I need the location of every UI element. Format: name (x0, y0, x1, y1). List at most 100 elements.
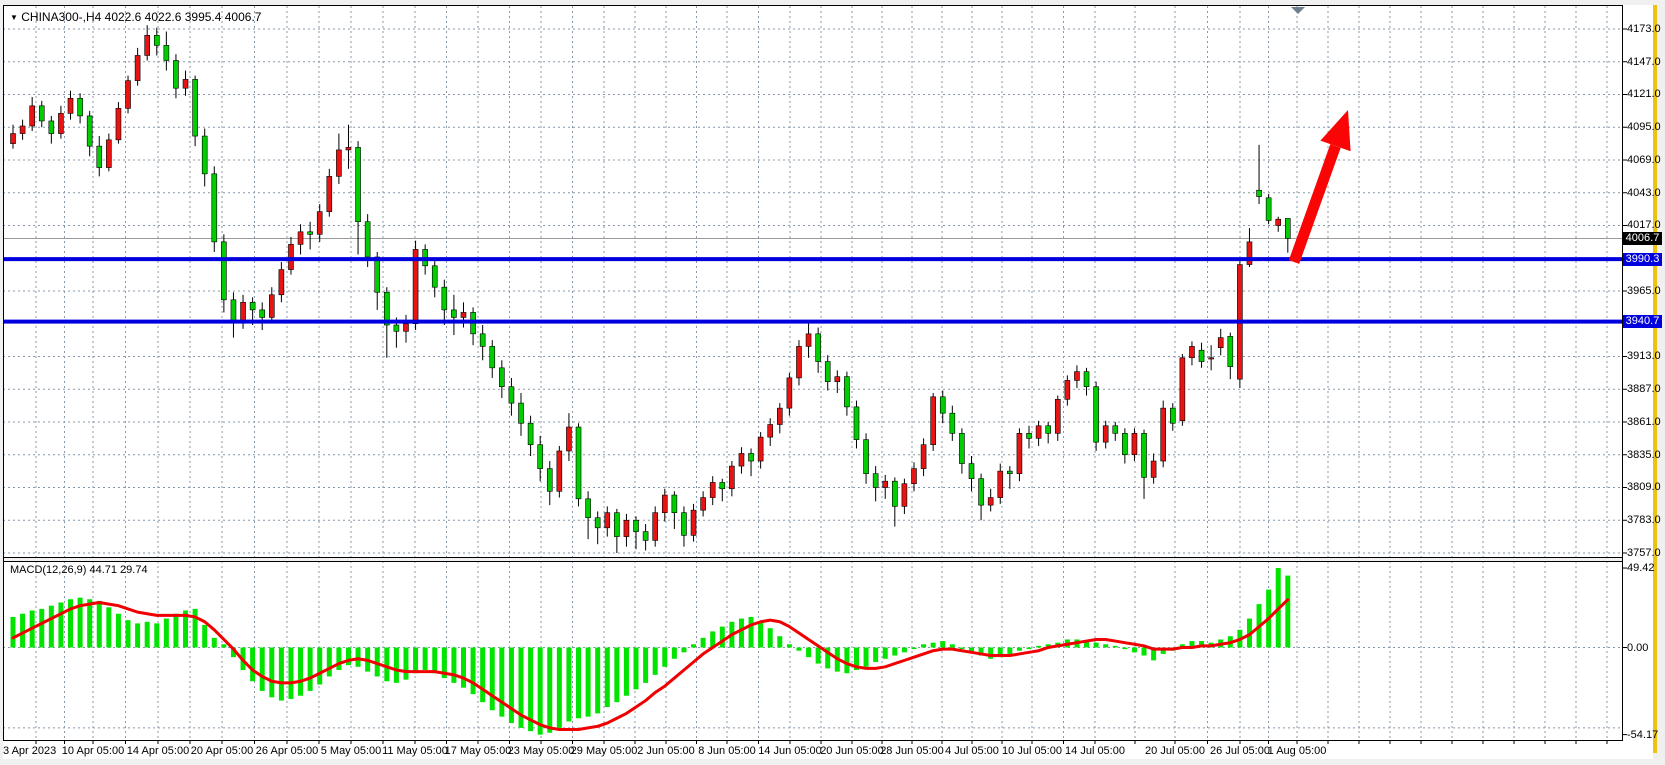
candle-body (58, 113, 64, 134)
candle-body (844, 376, 850, 408)
candle-body (1064, 380, 1071, 400)
candle-body (757, 436, 764, 462)
candle-body (1131, 433, 1138, 456)
macd-histogram-bar (10, 616, 16, 648)
macd-histogram-bar (691, 644, 697, 648)
trend-arrow-head[interactable] (1320, 110, 1351, 152)
macd-histogram-bar (298, 647, 304, 696)
candle-body (1189, 346, 1195, 359)
macd-histogram-bar (969, 647, 974, 653)
macd-histogram-bar (489, 647, 495, 711)
macd-histogram-bar (1103, 644, 1109, 648)
candle-body (556, 450, 563, 492)
symbol-dropdown-icon[interactable]: ▼ (10, 13, 18, 22)
candle-body (930, 396, 936, 445)
macd-histogram-bar (499, 647, 505, 717)
pane-splitter[interactable] (3, 557, 1622, 562)
chart-shift-marker-icon[interactable] (1291, 7, 1305, 14)
macd-histogram-bar (345, 647, 351, 666)
macd-histogram-bar (652, 647, 658, 675)
candle-body (882, 480, 889, 488)
candle-body (374, 256, 381, 293)
candle-body (853, 406, 860, 440)
candle-body (297, 231, 304, 245)
price-axis-label: 4043.0 (1627, 186, 1661, 199)
candle-body (240, 302, 246, 323)
macd-histogram-bar (719, 626, 725, 648)
macd-histogram-bar (556, 647, 562, 728)
horizontal-line[interactable] (3, 319, 1622, 324)
candle-body (863, 439, 869, 474)
candle-body (86, 115, 93, 147)
macd-histogram-bar (959, 647, 965, 650)
trend-arrow-shaft[interactable] (1288, 144, 1341, 264)
candle-body (29, 105, 35, 127)
macd-histogram-bar (144, 621, 150, 648)
candle-body (393, 324, 400, 332)
candle-body (1169, 407, 1176, 424)
macd-histogram-bar (384, 647, 390, 682)
candle-body (920, 444, 927, 469)
macd-histogram-bar (1199, 641, 1205, 648)
candle-body (182, 79, 189, 89)
time-axis-label: 26 Jul 05:00 (1210, 745, 1270, 757)
macd-histogram-bar (585, 647, 591, 717)
macd-histogram-bar (1112, 645, 1118, 648)
time-axis-label: 28 Jun 05:00 (880, 745, 944, 757)
macd-histogram-bar (988, 647, 994, 659)
time-axis-label: 1 Aug 05:00 (1267, 745, 1327, 757)
time-axis-label: 8 Jun 05:00 (698, 745, 756, 757)
candle-body (566, 426, 572, 452)
macd-histogram-bar (1026, 647, 1032, 650)
macd-histogram-bar (815, 647, 821, 664)
macd-histogram-bar (940, 641, 946, 648)
macd-scale-min: -54.17 (1627, 728, 1659, 741)
price-axis-label: 4069.0 (1627, 153, 1661, 166)
time-axis-label: 20 Jun 05:00 (820, 745, 884, 757)
time-axis-label: 11 May 05:00 (382, 745, 448, 757)
candle-body (1285, 218, 1291, 239)
candle-body (719, 482, 726, 490)
time-axis-label: 23 May 05:00 (507, 745, 575, 757)
candle-body (978, 478, 984, 506)
candle-body (288, 244, 294, 270)
candle-body (173, 60, 179, 89)
candle-body (997, 470, 1004, 498)
candle-body (403, 323, 409, 332)
candle-body (968, 463, 975, 479)
macd-histogram-bar (393, 647, 399, 683)
candle-body (1112, 425, 1119, 434)
candle-body (671, 494, 678, 513)
candle-body (221, 241, 227, 301)
candle-body (10, 133, 16, 144)
candle-body (1256, 189, 1262, 197)
horizontal-line[interactable] (3, 257, 1622, 262)
macd-histogram-bar (39, 608, 45, 648)
macd-histogram-bar (1007, 647, 1013, 654)
candle-body (690, 509, 697, 536)
candle-body (1035, 425, 1042, 439)
candle-body (211, 173, 218, 243)
candle-body (1150, 460, 1157, 478)
macd-histogram-bar (1179, 644, 1185, 648)
candle-body (336, 149, 342, 177)
price-axis-label: 3965.0 (1627, 284, 1661, 297)
candle-body (230, 299, 237, 323)
candle-body (623, 519, 630, 537)
candle-body (1074, 371, 1080, 381)
macd-histogram-bar (221, 644, 227, 648)
candle-body (19, 125, 26, 134)
macd-histogram-bar (250, 647, 256, 682)
candle-body (575, 426, 582, 500)
candle-body (1246, 241, 1253, 265)
macd-histogram-bar (183, 610, 189, 648)
time-axis-label: 3 Apr 2023 (3, 745, 57, 757)
macd-histogram-bar (853, 647, 859, 671)
candle-body (834, 376, 841, 382)
price-axis-label: 3783.0 (1627, 514, 1661, 527)
macd-histogram-bar (317, 647, 323, 685)
macd-histogram-bar (432, 647, 438, 674)
macd-histogram-bar (173, 613, 179, 648)
macd-histogram-bar (326, 647, 332, 677)
